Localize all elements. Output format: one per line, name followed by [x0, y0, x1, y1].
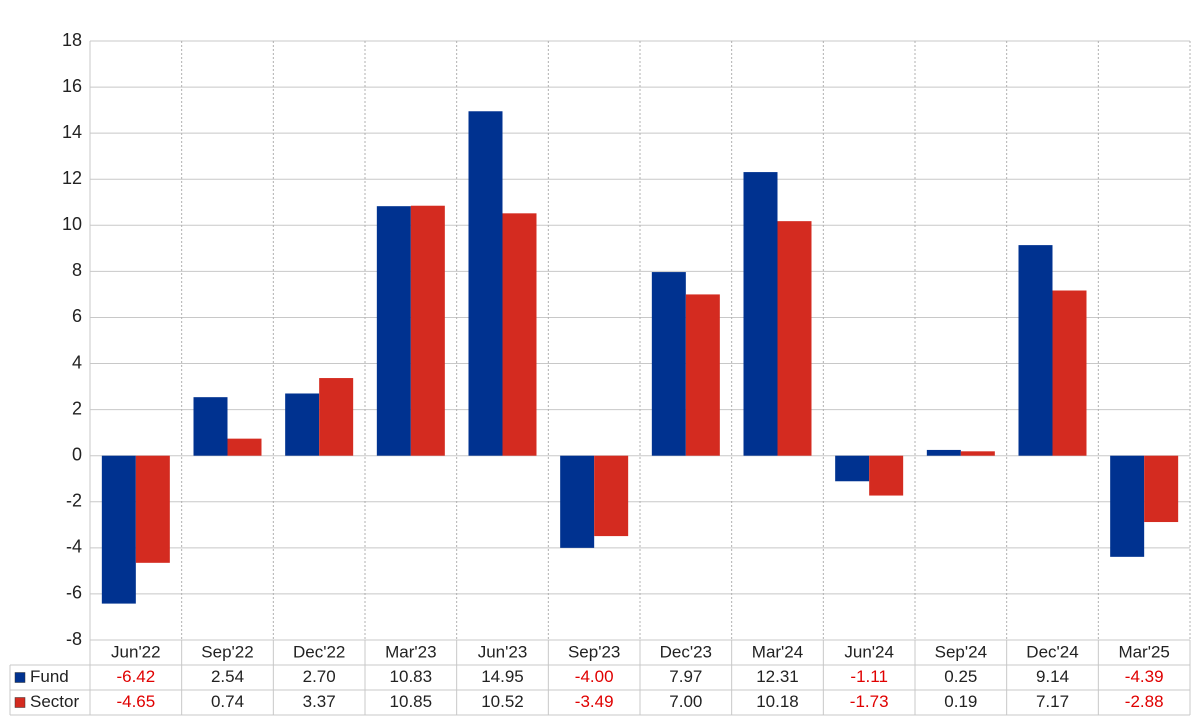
y-tick-label: -4 [66, 537, 82, 557]
bar [869, 455, 904, 496]
x-tick-label: Jun'23 [478, 642, 528, 661]
bar [502, 213, 537, 456]
bar [1144, 455, 1179, 523]
bar [685, 294, 720, 456]
x-tick-label: Mar'25 [1118, 642, 1169, 661]
x-tick-label: Mar'24 [752, 642, 803, 661]
x-tick-label: Sep'24 [935, 642, 987, 661]
table-value: -4.00 [575, 667, 614, 686]
y-tick-label: -6 [66, 583, 82, 603]
x-tick-label: Mar'23 [385, 642, 436, 661]
x-tick-label: Dec'23 [660, 642, 712, 661]
y-tick-label: 16 [62, 76, 82, 96]
bar [960, 451, 995, 456]
x-tick-label: Dec'24 [1026, 642, 1078, 661]
table-value: 10.83 [390, 667, 433, 686]
table-value: 14.95 [481, 667, 524, 686]
legend-swatch [14, 697, 26, 708]
table-value: 3.37 [303, 692, 336, 711]
legend-label: Sector [30, 692, 79, 711]
x-tick-label: Sep'23 [568, 642, 620, 661]
y-tick-label: 10 [62, 214, 82, 234]
bar [560, 455, 595, 548]
table-value: 10.18 [756, 692, 799, 711]
x-tick-label: Dec'22 [293, 642, 345, 661]
table-value: 0.19 [944, 692, 977, 711]
table-value: -1.73 [850, 692, 889, 711]
x-tick-label: Sep'22 [201, 642, 253, 661]
x-tick-label: Jun'24 [844, 642, 894, 661]
bar [1110, 455, 1145, 557]
table-value: 7.17 [1036, 692, 1069, 711]
table-value: 2.70 [303, 667, 336, 686]
legend-label: Fund [30, 667, 69, 686]
bar [1018, 245, 1053, 456]
legend-swatch [14, 672, 26, 683]
bar [135, 455, 170, 563]
table-value: 10.52 [481, 692, 524, 711]
y-tick-label: 6 [72, 306, 82, 326]
y-tick-label: 2 [72, 398, 82, 418]
table-value: -2.88 [1125, 692, 1164, 711]
table-value: -4.65 [116, 692, 155, 711]
bar [193, 397, 228, 456]
table-value: -3.49 [575, 692, 614, 711]
bar [468, 111, 503, 456]
y-tick-label: 14 [62, 122, 82, 142]
table-value: 7.97 [669, 667, 702, 686]
x-tick-label: Jun'22 [111, 642, 161, 661]
table-value: -6.42 [116, 667, 155, 686]
bar [743, 172, 778, 456]
bar [835, 455, 870, 482]
table-value: -4.39 [1125, 667, 1164, 686]
table-value: 12.31 [756, 667, 799, 686]
table-value: 0.25 [944, 667, 977, 686]
table-value: 9.14 [1036, 667, 1069, 686]
table-value: 0.74 [211, 692, 244, 711]
bar [376, 206, 411, 456]
y-tick-label: 8 [72, 260, 82, 280]
y-tick-label: 18 [62, 30, 82, 50]
table-value: 2.54 [211, 667, 244, 686]
y-tick-label: 12 [62, 168, 82, 188]
bar [319, 378, 354, 456]
bar [227, 438, 262, 456]
bar [594, 455, 629, 537]
bar [285, 393, 320, 456]
y-tick-label: -8 [66, 629, 82, 649]
bar [777, 221, 812, 456]
y-tick-label: -2 [66, 491, 82, 511]
table-value: -1.11 [850, 667, 888, 686]
bar [410, 205, 445, 456]
y-tick-label: 0 [72, 444, 82, 464]
table-value: 7.00 [669, 692, 702, 711]
bar [926, 449, 961, 456]
y-tick-label: 4 [72, 352, 82, 372]
bar [1052, 290, 1087, 456]
bar [651, 272, 686, 456]
table-value: 10.85 [390, 692, 433, 711]
bar [101, 455, 136, 604]
